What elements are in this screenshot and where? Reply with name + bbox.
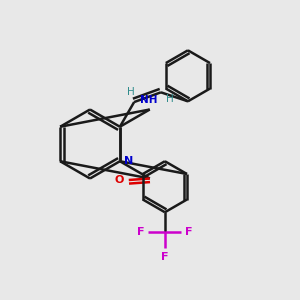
Text: F: F	[161, 252, 169, 262]
Text: N: N	[124, 156, 134, 166]
Text: O: O	[115, 175, 124, 185]
Text: F: F	[137, 227, 145, 237]
Text: H: H	[127, 87, 135, 97]
Text: F: F	[185, 227, 193, 237]
Text: H: H	[166, 94, 174, 104]
Text: NH: NH	[140, 95, 157, 105]
